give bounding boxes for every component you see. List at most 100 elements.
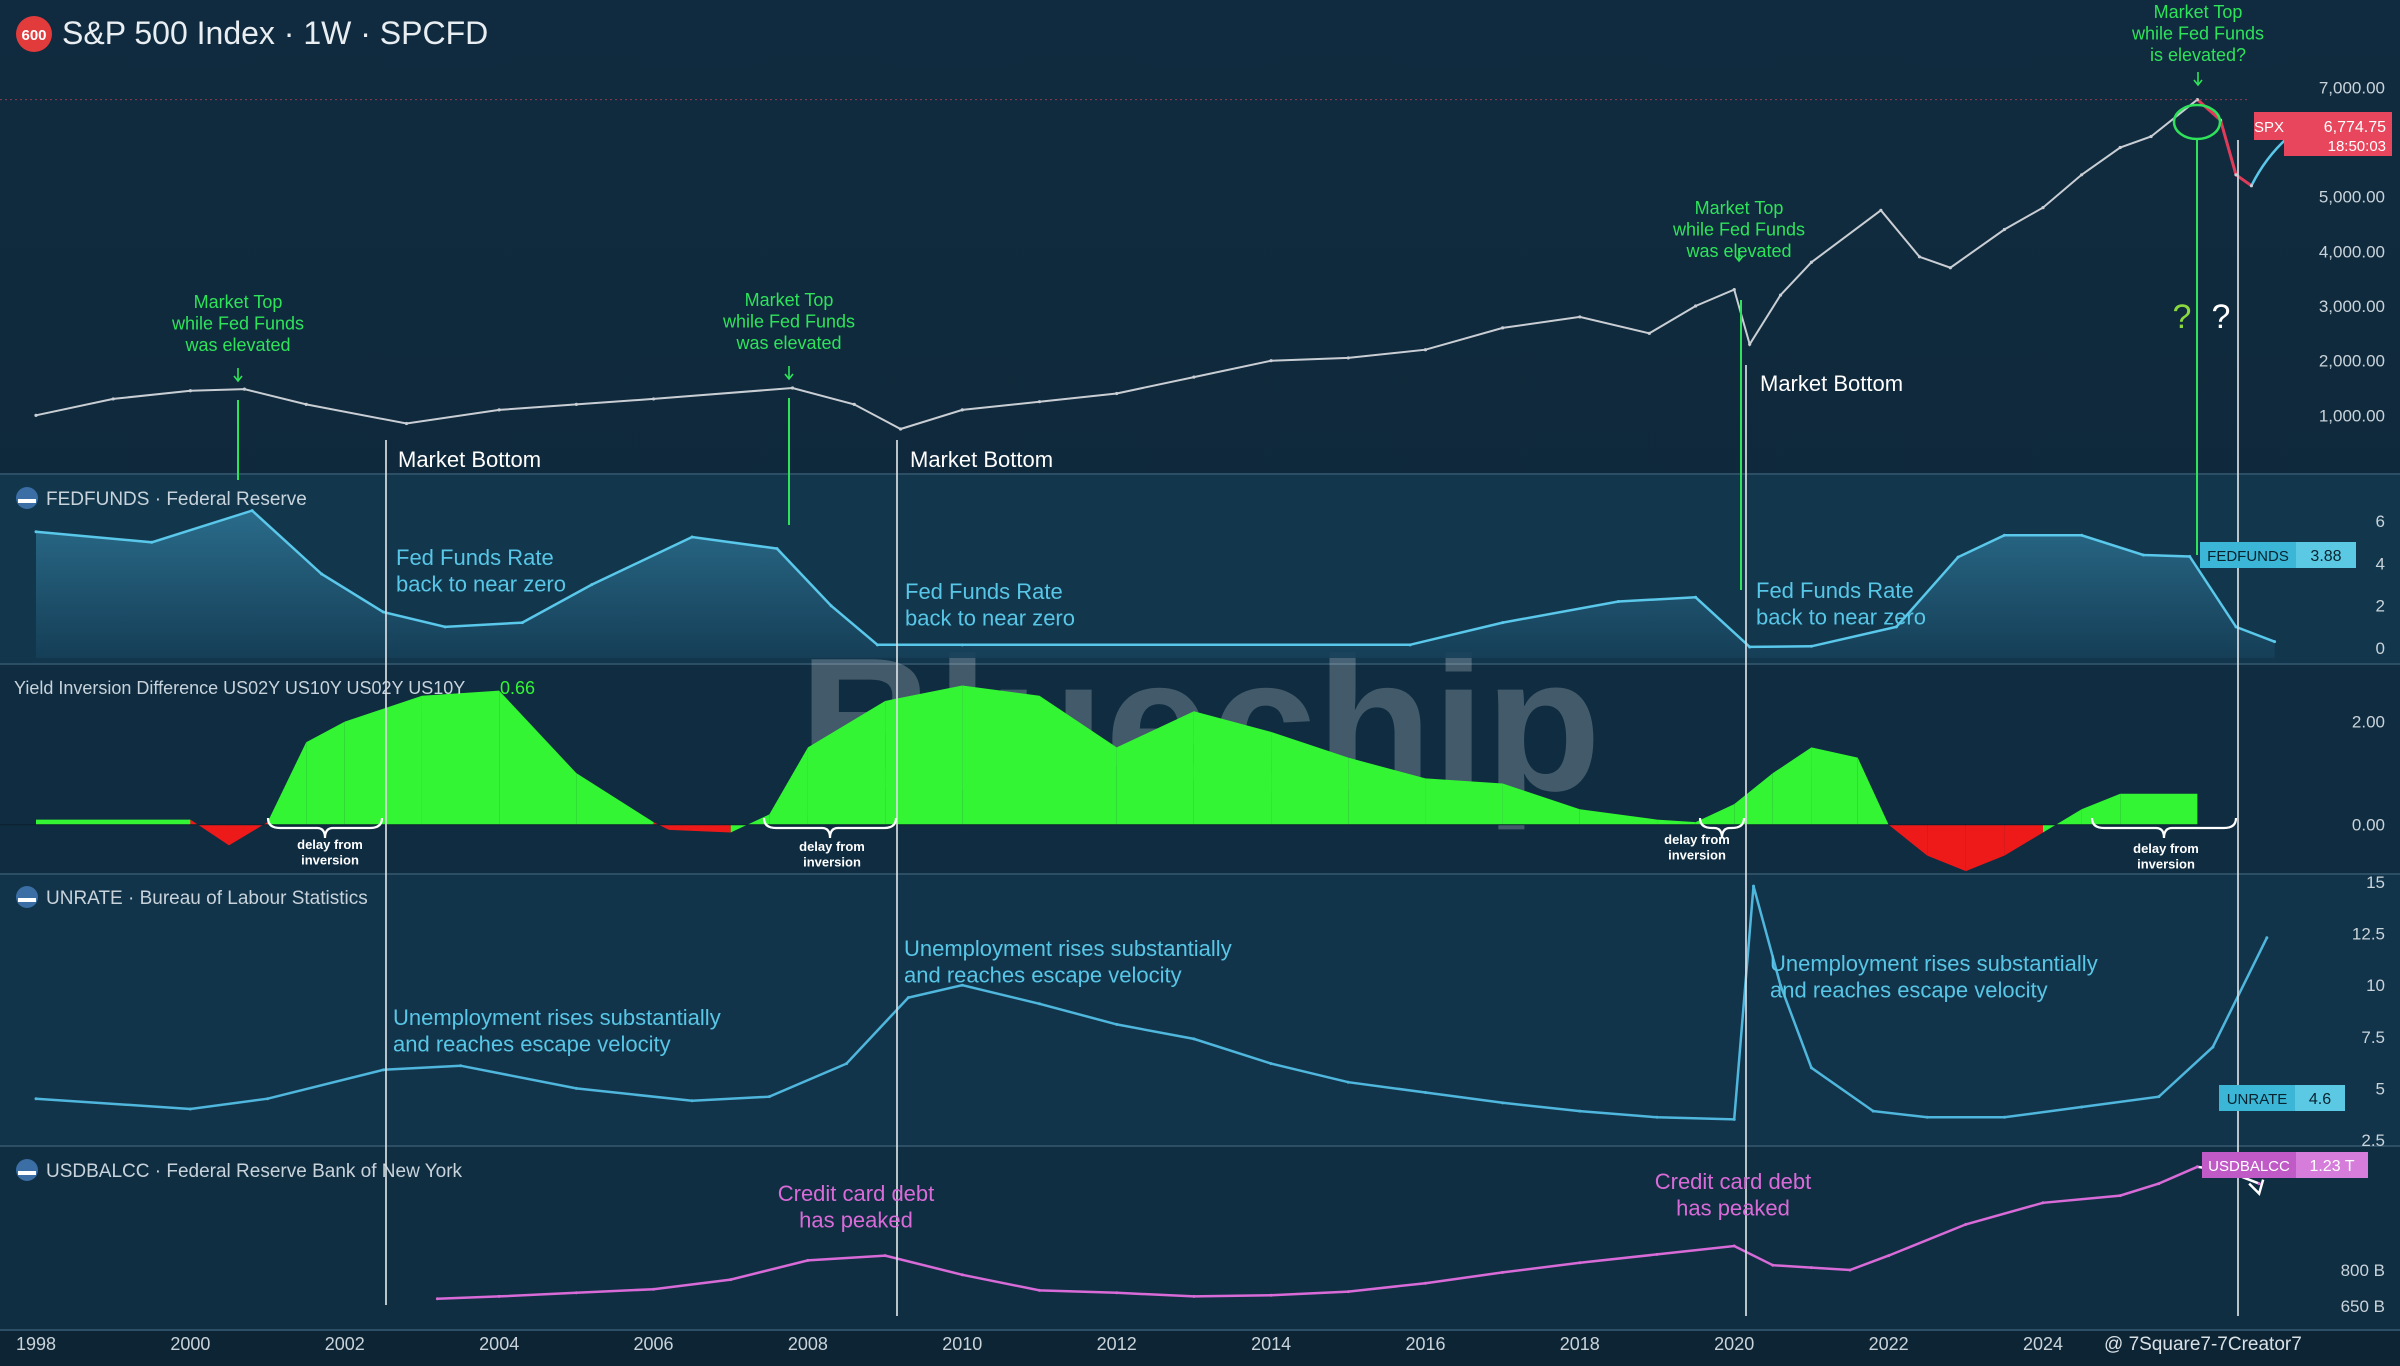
- x-axis-bg: [0, 1330, 2400, 1366]
- usdbalcc-point: [2195, 1165, 2199, 1169]
- fedfunds-point: [875, 643, 879, 647]
- usdbalcc-point: [1964, 1222, 1968, 1226]
- fedfunds-panel: [34, 509, 2277, 658]
- yield-area-segment: [1039, 695, 1117, 825]
- fedfunds-point: [250, 509, 254, 513]
- x-tick-label: 2014: [1251, 1334, 1291, 1354]
- spx-point: [1647, 331, 1651, 335]
- down-arrow-icon: [2193, 72, 2203, 87]
- usdbalcc-point: [1655, 1252, 1659, 1256]
- spx-point: [188, 389, 192, 393]
- spx-decline-line: [2196, 98, 2253, 187]
- annotations: Market Top while Fed Funds was elevated Mar…: [171, 2, 2264, 1232]
- usdbalcc-arrow-icon: [2248, 1179, 2265, 1196]
- usdbalcc-point: [1423, 1281, 1427, 1285]
- fedfunds-point: [2002, 533, 2006, 537]
- unrate-point: [906, 996, 910, 1000]
- top-lines: [237, 140, 2198, 590]
- annotation-credit-2: Credit card debt has peaked: [1655, 1169, 1812, 1220]
- spx-point: [1192, 375, 1196, 379]
- annotation-unemp-1: Unemployment rises substantially and reac…: [393, 1005, 721, 1056]
- fedfunds-point: [775, 547, 779, 551]
- y-tick-label: 3,000.00: [2319, 297, 2385, 316]
- usdbalcc-point: [1038, 1288, 1041, 1292]
- annotation-unemp-3: Unemployment rises substantially and reac…: [1770, 951, 2098, 1002]
- usdbalcc-point: [960, 1273, 964, 1277]
- usdbalcc-point: [1578, 1261, 1582, 1265]
- fedfunds-point: [1809, 644, 1813, 648]
- yield-area-segment: [421, 690, 500, 825]
- y-tick-label: 7.5: [2361, 1028, 2385, 1047]
- annotation-delay-1: delay from inversion: [297, 837, 363, 868]
- unrate-point: [1655, 1115, 1659, 1119]
- spx-point: [111, 397, 115, 401]
- yield-area-segment: [1193, 711, 1272, 825]
- fedfunds-point: [2141, 553, 2145, 557]
- yield-area-segment: [2120, 793, 2198, 825]
- yield-area-segment: [962, 685, 1040, 825]
- panel-separators: [0, 473, 2400, 1331]
- usdbalcc-point: [2157, 1182, 2161, 1186]
- delay-brace: [2090, 817, 2238, 839]
- unrate-point: [690, 1099, 694, 1103]
- x-tick-label: 2006: [633, 1334, 673, 1354]
- fedfunds-title: FEDFUNDS · Federal Reserve: [16, 487, 307, 510]
- spx-point: [404, 421, 409, 426]
- usdbalcc-panel-bg: [0, 1146, 2400, 1330]
- usdbalcc-title-text: USDBALCC · Federal Reserve Bank of New Y…: [46, 1161, 463, 1182]
- spx-point: [2118, 145, 2122, 150]
- annotation-fed-zero-1: Fed Funds Rate back to near zero: [396, 545, 566, 596]
- unrate-point: [1038, 1002, 1041, 1006]
- x-tick-label: 2024: [2023, 1334, 2063, 1354]
- yield-area-segment: [1695, 804, 1735, 825]
- annotation-market-bottom-3: Market Bottom: [1760, 371, 1903, 396]
- y-tick-label: 10: [2366, 976, 2385, 995]
- yield-title-text: Yield Inversion Difference US02Y US10Y U…: [14, 678, 465, 698]
- annotation-delay-4: delay from inversion: [2133, 841, 2199, 872]
- yield-area-segment: [1271, 731, 1349, 825]
- down-arrow-icon: [233, 368, 243, 383]
- unrate-title-text: UNRATE · Bureau of Labour Statistics: [46, 888, 368, 909]
- fedfunds-point: [443, 625, 447, 629]
- spx-badge-icon: [16, 16, 52, 52]
- x-tick-label: 2012: [1097, 1334, 1137, 1354]
- spx-symbol-box: [2254, 112, 2284, 140]
- usdbalcc-point: [497, 1294, 501, 1298]
- yield-area-segment: [2004, 824, 2043, 856]
- spx-point: [1578, 315, 1582, 319]
- usdbalcc-value: 1.23 T: [2309, 1158, 2354, 1175]
- down-arrow-icon: [1734, 248, 1744, 263]
- fedfunds-point: [1894, 625, 1898, 629]
- delay-brace: [762, 817, 898, 839]
- fedfunds-point: [1616, 599, 1620, 603]
- spx-point: [497, 408, 501, 412]
- annotation-market-bottom-2: Market Bottom: [910, 447, 1053, 472]
- y-tick-label: 2.00: [2352, 713, 2385, 732]
- unrate-title: UNRATE · Bureau of Labour Statistics: [16, 886, 368, 909]
- yield-panel: [0, 685, 2200, 872]
- unrate-point: [1925, 1115, 1929, 1119]
- unrate-point: [266, 1097, 270, 1101]
- us-flag-icon: [16, 1159, 38, 1181]
- spx-point: [651, 397, 656, 401]
- x-tick-label: 2010: [942, 1334, 982, 1354]
- spx-point: [34, 413, 38, 417]
- fedfunds-price-label: FEDFUNDS 3.88: [2200, 542, 2356, 568]
- fedfunds-point: [1748, 645, 1752, 649]
- down-arrow-icon: [784, 366, 794, 381]
- yield-area-segment: [1888, 824, 1928, 856]
- yield-area-segment: [2081, 793, 2121, 825]
- fedfunds-symbol: FEDFUNDS: [2207, 548, 2289, 565]
- fedfunds-point: [1956, 555, 1960, 559]
- spx-point: [574, 402, 578, 406]
- yield-area-segment: [1579, 809, 1658, 825]
- unrate-point: [2211, 1045, 2215, 1049]
- usdbalcc-point: [1848, 1268, 1852, 1272]
- us-flag-icon: [16, 886, 38, 908]
- spx-point: [1423, 348, 1428, 352]
- annotation-delay-2: delay from inversion: [799, 839, 865, 870]
- unrate-point: [1501, 1101, 1505, 1105]
- unrate-value: 4.6: [2309, 1091, 2331, 1108]
- x-axis-labels: 1998 2000 2002 2004 2006 2008 2010 2012 2014 2016…: [16, 1334, 2063, 1354]
- y-tick-label: 2,000.00: [2319, 352, 2385, 371]
